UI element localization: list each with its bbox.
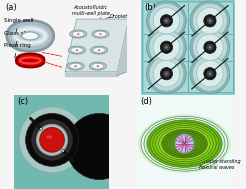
Ellipse shape — [16, 47, 44, 52]
Circle shape — [204, 68, 216, 80]
Ellipse shape — [179, 140, 190, 147]
Ellipse shape — [77, 33, 79, 35]
Circle shape — [147, 1, 186, 41]
Ellipse shape — [144, 118, 225, 169]
Circle shape — [197, 8, 223, 34]
Text: Acoustofluidic
multi-well plate: Acoustofluidic multi-well plate — [72, 5, 110, 15]
Text: Circular standing
flexural waves: Circular standing flexural waves — [199, 159, 240, 170]
Ellipse shape — [94, 31, 107, 37]
Circle shape — [147, 54, 186, 94]
Polygon shape — [65, 19, 128, 72]
Circle shape — [197, 60, 223, 87]
Ellipse shape — [156, 125, 213, 162]
Circle shape — [204, 15, 216, 27]
Ellipse shape — [173, 137, 196, 151]
Circle shape — [19, 107, 85, 173]
Text: Piezo ring: Piezo ring — [4, 43, 31, 58]
Circle shape — [190, 1, 230, 41]
Ellipse shape — [16, 46, 44, 50]
Ellipse shape — [67, 62, 84, 70]
Circle shape — [197, 34, 223, 60]
Text: (d): (d) — [140, 97, 152, 106]
Ellipse shape — [92, 63, 104, 69]
Circle shape — [209, 46, 211, 48]
Ellipse shape — [153, 124, 216, 164]
Ellipse shape — [159, 127, 210, 160]
Ellipse shape — [22, 32, 39, 40]
Ellipse shape — [71, 47, 83, 53]
Text: Droplet: Droplet — [110, 14, 128, 19]
Circle shape — [192, 3, 227, 38]
Circle shape — [165, 46, 168, 48]
Ellipse shape — [46, 135, 52, 139]
Text: (b): (b) — [144, 3, 156, 12]
Ellipse shape — [89, 62, 106, 70]
Ellipse shape — [72, 31, 84, 37]
Circle shape — [163, 17, 170, 24]
Ellipse shape — [99, 33, 102, 35]
Ellipse shape — [91, 46, 108, 54]
Ellipse shape — [92, 30, 109, 38]
Circle shape — [66, 113, 132, 180]
Circle shape — [147, 27, 186, 67]
Ellipse shape — [141, 116, 228, 171]
FancyBboxPatch shape — [143, 2, 233, 93]
Circle shape — [149, 56, 184, 91]
Circle shape — [153, 60, 180, 87]
Ellipse shape — [97, 66, 99, 67]
Circle shape — [209, 20, 211, 22]
Ellipse shape — [168, 133, 201, 154]
Circle shape — [204, 41, 216, 53]
Circle shape — [175, 134, 194, 153]
Ellipse shape — [70, 30, 87, 38]
Circle shape — [153, 34, 180, 60]
Circle shape — [192, 30, 227, 65]
Ellipse shape — [74, 66, 77, 67]
Circle shape — [36, 124, 68, 155]
Ellipse shape — [176, 139, 193, 149]
Ellipse shape — [170, 135, 199, 153]
Ellipse shape — [15, 32, 45, 45]
Circle shape — [163, 70, 170, 77]
Circle shape — [209, 73, 211, 75]
Circle shape — [190, 27, 230, 67]
Ellipse shape — [98, 50, 100, 51]
Circle shape — [190, 54, 230, 94]
Ellipse shape — [162, 129, 207, 158]
Circle shape — [160, 68, 173, 80]
Ellipse shape — [93, 47, 105, 53]
Circle shape — [40, 128, 42, 130]
Circle shape — [165, 73, 168, 75]
Circle shape — [40, 128, 64, 152]
Ellipse shape — [76, 50, 78, 51]
Circle shape — [207, 17, 213, 24]
Text: (a): (a) — [6, 3, 17, 12]
Ellipse shape — [68, 46, 85, 54]
Text: Single well: Single well — [4, 18, 34, 33]
Circle shape — [32, 119, 72, 160]
Text: Glass slide: Glass slide — [4, 31, 34, 46]
Polygon shape — [117, 19, 128, 76]
Circle shape — [163, 44, 170, 51]
Circle shape — [26, 113, 78, 166]
Ellipse shape — [147, 120, 222, 167]
Circle shape — [160, 15, 173, 27]
Polygon shape — [65, 72, 117, 76]
Ellipse shape — [69, 63, 82, 69]
Ellipse shape — [138, 114, 231, 173]
Circle shape — [149, 3, 184, 38]
Circle shape — [149, 30, 184, 65]
Circle shape — [165, 20, 168, 22]
Ellipse shape — [150, 122, 219, 166]
Circle shape — [183, 142, 186, 145]
Circle shape — [153, 8, 180, 34]
Circle shape — [192, 56, 227, 91]
Circle shape — [62, 150, 64, 152]
Circle shape — [160, 41, 173, 53]
Circle shape — [207, 70, 213, 77]
Text: (c): (c) — [17, 97, 28, 106]
Circle shape — [207, 44, 213, 51]
Ellipse shape — [165, 131, 204, 156]
